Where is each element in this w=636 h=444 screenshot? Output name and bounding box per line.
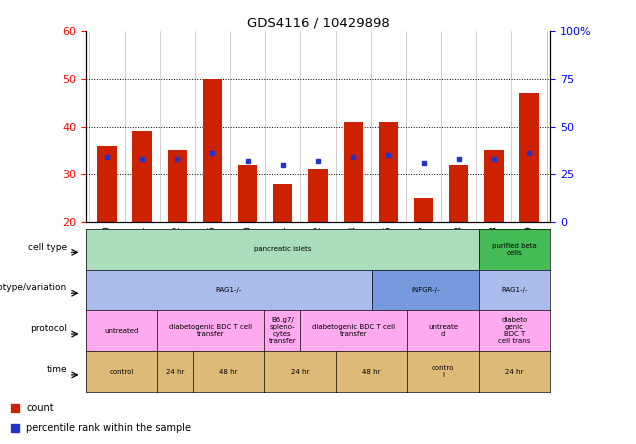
Bar — [414, 198, 433, 222]
Bar — [308, 170, 328, 222]
Text: count: count — [27, 403, 54, 412]
Text: protocol: protocol — [30, 324, 67, 333]
Text: contro
l: contro l — [432, 365, 454, 378]
Bar — [238, 165, 258, 222]
Text: INFGR-/-: INFGR-/- — [411, 287, 439, 293]
Text: 24 hr: 24 hr — [291, 369, 309, 375]
Text: pancreatic islets: pancreatic islets — [254, 246, 311, 252]
Text: cell type: cell type — [28, 242, 67, 252]
Text: percentile rank within the sample: percentile rank within the sample — [27, 423, 191, 432]
Bar — [132, 131, 152, 222]
Bar — [168, 151, 187, 222]
Text: 24 hr: 24 hr — [505, 369, 523, 375]
Text: diabeto
genic
BDC T
cell trans: diabeto genic BDC T cell trans — [498, 317, 530, 344]
Text: control: control — [109, 369, 134, 375]
Text: B6.g7/
spleno-
cytes
transfer: B6.g7/ spleno- cytes transfer — [268, 317, 296, 344]
Text: 48 hr: 48 hr — [219, 369, 238, 375]
Text: RAG1-/-: RAG1-/- — [216, 287, 242, 293]
Bar — [97, 146, 116, 222]
Bar — [343, 122, 363, 222]
Text: untreated: untreated — [104, 328, 139, 334]
Text: RAG1-/-: RAG1-/- — [501, 287, 528, 293]
Text: diabetogenic BDC T cell
transfer: diabetogenic BDC T cell transfer — [169, 324, 252, 337]
Bar — [484, 151, 504, 222]
Bar — [520, 93, 539, 222]
Bar — [378, 122, 398, 222]
Title: GDS4116 / 10429898: GDS4116 / 10429898 — [247, 17, 389, 30]
Bar — [273, 184, 293, 222]
Text: 24 hr: 24 hr — [166, 369, 184, 375]
Text: diabetogenic BDC T cell
transfer: diabetogenic BDC T cell transfer — [312, 324, 396, 337]
Text: time: time — [46, 365, 67, 374]
Text: genotype/variation: genotype/variation — [0, 283, 67, 293]
Text: 48 hr: 48 hr — [363, 369, 381, 375]
Text: untreate
d: untreate d — [428, 324, 458, 337]
Text: purified beta
cells: purified beta cells — [492, 242, 537, 256]
Bar — [203, 79, 222, 222]
Bar — [449, 165, 468, 222]
